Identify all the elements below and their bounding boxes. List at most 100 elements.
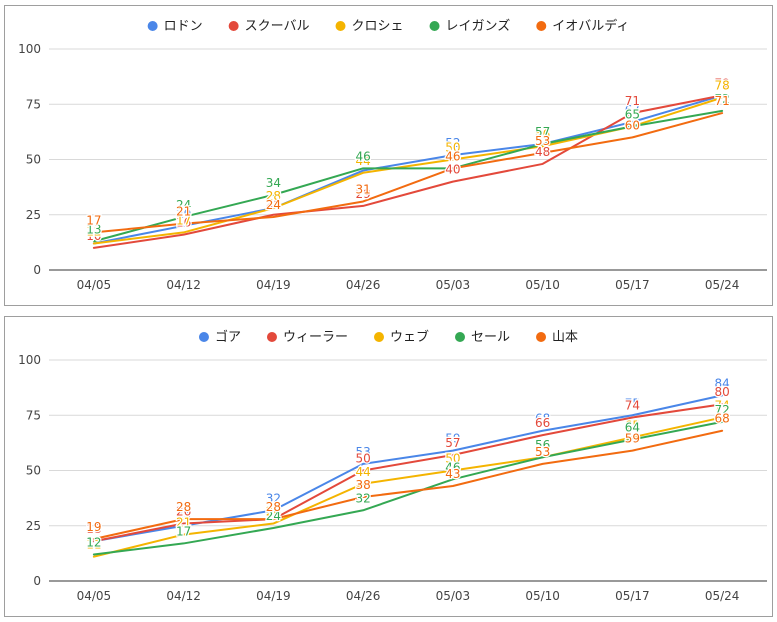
- data-label: 40: [445, 163, 460, 177]
- data-label: 46: [445, 149, 460, 163]
- legend-item[interactable]: 山本: [536, 330, 578, 345]
- data-label: 67: [625, 103, 640, 117]
- data-label: 21: [176, 205, 191, 219]
- data-label: 65: [625, 107, 640, 121]
- x-tick-label: 05/10: [525, 589, 560, 603]
- legend-label: 山本: [552, 330, 578, 345]
- data-label: 53: [535, 134, 550, 148]
- legend-item[interactable]: ウェブ: [373, 329, 429, 345]
- data-label: 79: [714, 76, 729, 90]
- data-label: 56: [535, 438, 550, 452]
- data-label: 28: [266, 189, 281, 203]
- data-label: 60: [625, 118, 640, 132]
- data-label: 71: [714, 94, 729, 108]
- line-chart-2: 0 25 50 75 100 04/05 04/12 04/19 04/26 05/03 05/10…: [18, 329, 767, 603]
- legend-swatch: [228, 21, 239, 31]
- x-tick-label: 04/19: [256, 278, 291, 292]
- data-label: 53: [535, 445, 550, 459]
- data-label: 29: [355, 187, 370, 201]
- series-line: [92, 94, 724, 249]
- legend-label: セール: [471, 330, 510, 345]
- data-label: 17: [86, 213, 101, 227]
- data-label: 28: [176, 500, 191, 514]
- legend-item[interactable]: ゴア: [198, 329, 241, 345]
- x-tick-label: 05/17: [615, 589, 650, 603]
- y-tick-label: 0: [33, 574, 41, 588]
- legend-label: ロドン: [164, 19, 203, 34]
- legend-item[interactable]: ウィーラー: [266, 330, 348, 345]
- data-label: 68: [714, 412, 729, 426]
- data-label: 46: [445, 460, 460, 474]
- data-label: 46: [355, 149, 370, 163]
- data-label: 12: [86, 535, 101, 549]
- data-label: 28: [266, 189, 281, 203]
- legend: ゴア ウィーラー ウェブ セール 山本: [198, 329, 578, 345]
- legend-item[interactable]: レイガンズ: [429, 18, 511, 34]
- x-tick-label: 04/05: [77, 589, 112, 603]
- chart-panel-1: 0 25 50 75 100 04/05 04/12 04/19 04/26 05/03 05/10…: [4, 5, 773, 306]
- data-label: 25: [266, 196, 281, 210]
- legend-swatch: [335, 21, 346, 31]
- chart-panel-2: 0 25 50 75 100 04/05 04/12 04/19 04/26 05/03 05/10…: [4, 316, 773, 617]
- series-line: [92, 109, 724, 243]
- data-label: 52: [445, 136, 460, 150]
- data-label: 74: [625, 398, 640, 412]
- x-tick-label: 04/26: [346, 589, 381, 603]
- data-label: 26: [266, 505, 281, 519]
- legend-item[interactable]: セール: [455, 330, 510, 345]
- data-label: 43: [445, 467, 460, 481]
- legend-swatch: [536, 21, 547, 31]
- legend-swatch: [373, 332, 384, 342]
- data-label: 71: [625, 94, 640, 108]
- data-label: 19: [86, 520, 101, 534]
- data-label: 65: [625, 107, 640, 121]
- legend-swatch: [198, 332, 209, 342]
- data-label: 50: [445, 452, 460, 466]
- data-label: 59: [625, 432, 640, 446]
- legend-label: クロシェ: [352, 19, 404, 34]
- x-tick-label: 05/03: [436, 278, 471, 292]
- data-label: 57: [535, 125, 550, 139]
- data-label: 57: [535, 125, 550, 139]
- data-label: 28: [266, 500, 281, 514]
- data-label: 72: [714, 92, 729, 106]
- data-label: 25: [176, 507, 191, 521]
- data-label: 79: [714, 76, 729, 90]
- legend-item[interactable]: イオバルディ: [536, 18, 629, 34]
- x-tick-label: 05/03: [436, 589, 471, 603]
- series-line: [92, 420, 724, 556]
- y-tick-label: 100: [18, 42, 41, 56]
- y-tick-label: 75: [26, 408, 41, 422]
- series-line: [92, 416, 724, 558]
- legend-item[interactable]: ロドン: [147, 19, 203, 34]
- legend-label: イオバルディ: [552, 18, 629, 34]
- data-label: 74: [714, 398, 729, 412]
- x-tick-label: 05/10: [525, 278, 560, 292]
- x-tick-label: 04/05: [77, 278, 112, 292]
- data-label: 48: [535, 145, 550, 159]
- data-label: 16: [176, 216, 191, 230]
- data-label: 32: [266, 491, 281, 505]
- legend-label: スクーバル: [245, 19, 310, 34]
- series-line: [92, 429, 724, 541]
- data-label: 84: [714, 376, 729, 390]
- x-tick-label: 05/24: [705, 278, 740, 292]
- data-label: 26: [176, 505, 191, 519]
- data-label: 80: [714, 385, 729, 399]
- data-label: 53: [355, 445, 370, 459]
- data-label: 50: [445, 141, 460, 155]
- data-label: 17: [176, 213, 191, 227]
- data-label: 56: [535, 127, 550, 141]
- x-tick-label: 05/17: [615, 278, 650, 292]
- data-label: 21: [176, 516, 191, 530]
- data-label: 38: [355, 478, 370, 492]
- x-tick-label: 04/19: [256, 589, 291, 603]
- data-label: 28: [266, 500, 281, 514]
- legend: ロドン スクーバル クロシェ レイガンズ イオバルディ: [147, 18, 629, 34]
- legend-label: レイガンズ: [446, 18, 511, 34]
- y-tick-label: 25: [26, 208, 41, 222]
- legend-item[interactable]: スクーバル: [228, 19, 310, 34]
- legend-item[interactable]: クロシェ: [335, 19, 404, 34]
- data-label: 24: [176, 198, 191, 212]
- legend-swatch: [147, 21, 158, 31]
